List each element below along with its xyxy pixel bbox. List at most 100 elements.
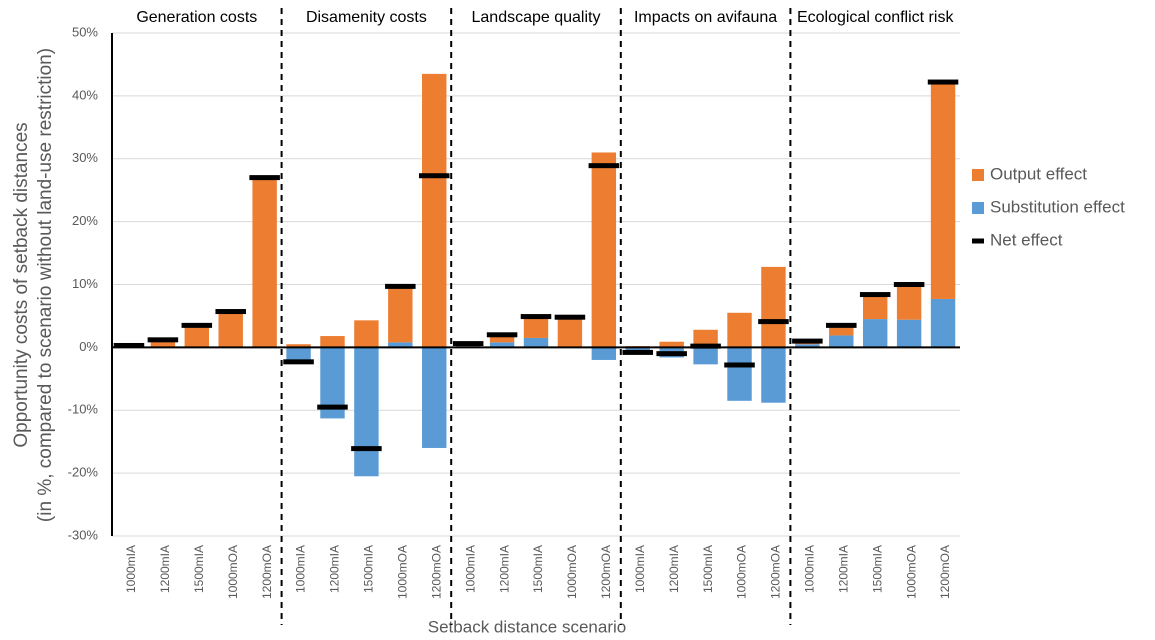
x-tick-label: 1000mOA (735, 545, 749, 599)
y-axis-label: Opportunity costs of setback distances (11, 122, 32, 447)
y-tick-label: 40% (72, 87, 98, 102)
y-axis-label: (in %, compared to scenario without land… (35, 48, 56, 522)
bar-segment (422, 73, 447, 348)
bar-segment (252, 177, 277, 348)
x-tick-label: 1500mIA (870, 545, 884, 593)
x-tick-label: 1200mIA (667, 545, 681, 593)
y-tick-label: 0% (79, 339, 98, 354)
x-tick-label: 1000mIA (803, 545, 817, 593)
bar-segment (489, 342, 515, 348)
bar-segment (354, 320, 379, 348)
legend-label: Output effect (990, 164, 1087, 183)
x-tick-label: 1200mOA (938, 545, 952, 599)
bar-segment (388, 286, 413, 343)
x-tick-label: 1200mOA (599, 545, 613, 599)
x-tick-label: 1500mIA (362, 545, 376, 593)
net-marker (656, 351, 687, 357)
bar-segment (829, 327, 854, 336)
bar-segment (286, 344, 311, 348)
net-marker (826, 322, 857, 328)
bar-segment (184, 325, 210, 348)
x-tick-label: 1200mIA (328, 545, 342, 593)
bar-segment (523, 316, 549, 338)
legend-label: Net effect (990, 230, 1063, 249)
net-marker (249, 175, 280, 181)
legend-swatch (972, 238, 984, 244)
net-marker (792, 338, 823, 344)
y-tick-label: -30% (68, 527, 99, 542)
x-tick-label: 1000mOA (565, 545, 579, 599)
x-tick-label: 1500mIA (701, 545, 715, 593)
y-tick-label: 20% (72, 213, 98, 228)
bar-segment (795, 344, 820, 348)
net-marker (927, 79, 959, 85)
net-marker (690, 343, 721, 349)
x-tick-label: 1200mOA (769, 545, 783, 599)
bar-segment (761, 347, 786, 403)
net-marker (893, 282, 925, 287)
net-marker (622, 349, 654, 355)
x-tick-label: 1200mOA (260, 545, 274, 599)
y-tick-label: -20% (68, 465, 99, 480)
bar-segment (727, 312, 752, 348)
panel-title: Disamenity costs (306, 9, 427, 26)
bar-segment (727, 347, 752, 401)
net-marker (351, 446, 382, 452)
x-tick-label: 1000mIA (294, 545, 308, 593)
bar-segment (557, 317, 583, 348)
net-marker (486, 332, 518, 338)
bar-segment (659, 341, 684, 348)
net-marker (385, 283, 416, 289)
net-marker (724, 362, 755, 368)
net-marker (181, 322, 213, 328)
bar-segment (218, 311, 243, 348)
legend-label: Substitution effect (990, 197, 1125, 216)
bar-segment (693, 347, 718, 365)
bar-segment (862, 295, 888, 320)
net-marker (317, 404, 348, 410)
bar-segment (591, 347, 617, 360)
x-tick-label: 1500mIA (531, 545, 545, 593)
x-tick-label: 1000mOA (226, 545, 240, 599)
net-marker (113, 342, 145, 348)
bar-segment (930, 298, 956, 348)
net-marker (418, 173, 450, 179)
bar-segment (354, 347, 379, 477)
bar-segment (693, 329, 718, 348)
x-tick-label: 1200mOA (429, 545, 443, 599)
bar-segment (523, 337, 549, 348)
net-marker (554, 314, 586, 320)
panel-title: Generation costs (136, 9, 257, 26)
bar-segment (150, 339, 176, 348)
y-tick-label: 50% (72, 24, 98, 39)
x-tick-label: 1000mIA (633, 545, 647, 593)
bar-segment (591, 152, 617, 348)
x-tick-label: 1000mOA (904, 545, 918, 599)
y-tick-label: 30% (72, 150, 98, 165)
panel-title: Ecological conflict risk (797, 9, 955, 26)
bar-segment (829, 335, 854, 348)
net-marker (452, 341, 484, 347)
y-tick-label: 10% (72, 276, 98, 291)
bar-segment (489, 334, 515, 343)
net-marker (758, 319, 789, 325)
bar-segment (320, 336, 345, 348)
panel-title: Landscape quality (472, 9, 601, 26)
net-marker (147, 337, 179, 343)
legend-swatch (972, 202, 984, 214)
bar-segment (761, 266, 786, 348)
bar-segment (388, 342, 413, 348)
bar-segment (896, 287, 922, 320)
bar-segment (896, 319, 922, 348)
net-marker (215, 309, 246, 315)
x-tick-label: 1200mIA (836, 545, 850, 593)
x-tick-label: 1000mIA (463, 545, 477, 593)
legend-swatch (972, 169, 984, 181)
bar-segment (862, 319, 888, 348)
y-tick-label: -10% (68, 402, 99, 417)
x-tick-label: 1000mOA (395, 545, 409, 599)
net-marker (588, 163, 620, 169)
bar-segment (930, 82, 956, 299)
x-tick-label: 1000mIA (124, 545, 138, 593)
